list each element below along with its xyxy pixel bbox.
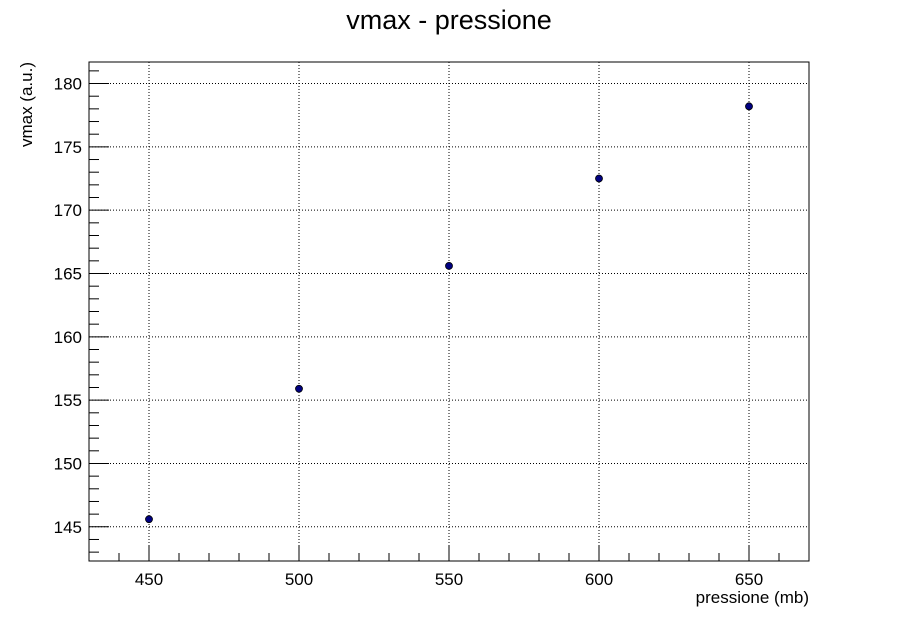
- y-tick-label: 150: [54, 454, 82, 473]
- y-axis-title: vmax (a.u.): [17, 62, 36, 147]
- y-tick-label: 165: [54, 265, 82, 284]
- axis-ticks: [88, 70, 810, 561]
- plot-frame: [88, 61, 810, 562]
- y-tick-label: 160: [54, 328, 82, 347]
- x-tick-label: 650: [735, 570, 763, 589]
- chart-title: vmax - pressione: [346, 5, 552, 35]
- x-tick-label: 550: [435, 570, 463, 589]
- data-point: [745, 102, 753, 111]
- x-tick-label: 500: [285, 570, 313, 589]
- x-tick-label: 450: [135, 570, 163, 589]
- y-tick-label: 175: [54, 138, 82, 157]
- data-point: [595, 174, 603, 183]
- y-tick-label: 170: [54, 201, 82, 220]
- x-axis-title: pressione (mb): [696, 588, 809, 607]
- tick-labels: 450 500 550 600 650 145 150 155 160 165 170 175 180: [54, 75, 764, 589]
- grid: [89, 62, 809, 561]
- y-tick-label: 145: [54, 518, 82, 537]
- data-point: [445, 262, 453, 270]
- x-tick-label: 600: [585, 570, 613, 589]
- y-tick-label: 155: [54, 391, 82, 410]
- y-tick-label: 180: [54, 75, 82, 94]
- data-points: [145, 102, 753, 524]
- data-point: [145, 515, 153, 524]
- data-point: [295, 384, 303, 393]
